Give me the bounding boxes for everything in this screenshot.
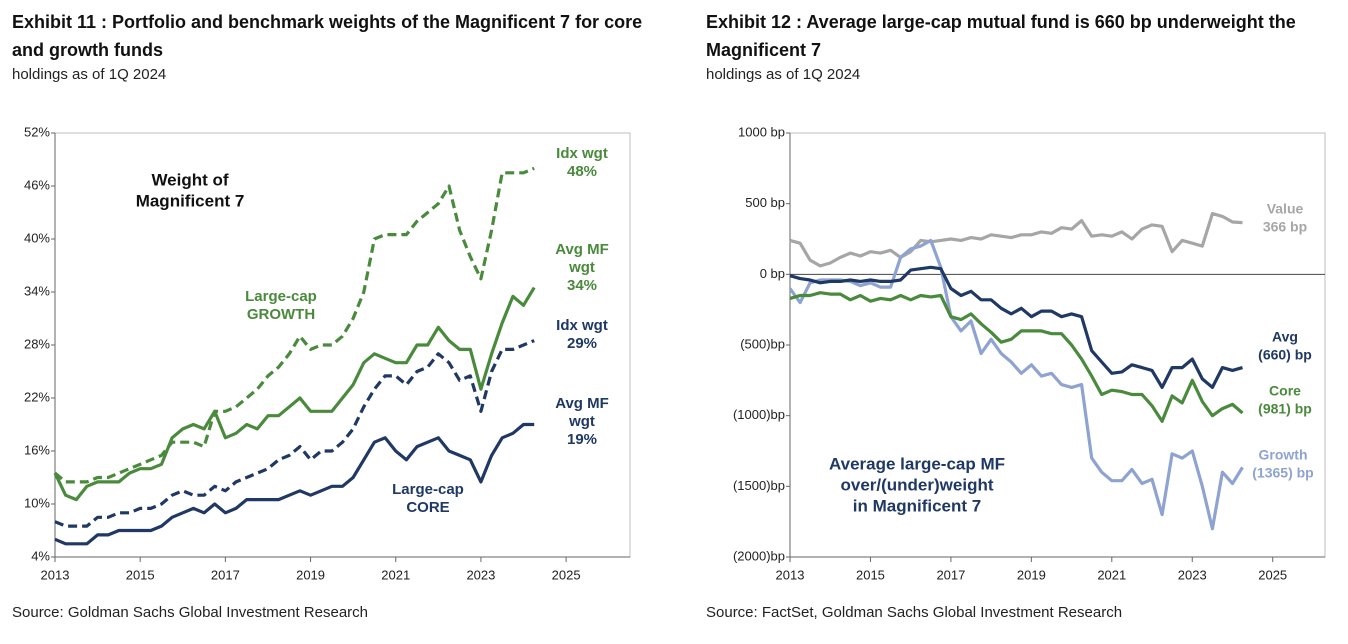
y-tick-label: 46% <box>24 177 50 192</box>
annotation: wgt <box>568 413 595 430</box>
annotation: Idx wgt <box>556 317 608 334</box>
y-tick-label: 1000 bp <box>738 124 785 139</box>
chart-source: Source: FactSet, Goldman Sachs Global In… <box>706 604 1123 621</box>
series-line <box>788 238 1244 531</box>
annotation: CORE <box>406 499 449 516</box>
series-line <box>53 286 536 502</box>
y-tick-label: 52% <box>24 124 50 139</box>
annotation: Weight of <box>151 170 228 189</box>
chart-subtitle: holdings as of 1Q 2024 <box>12 66 167 83</box>
annotation: (1365) bp <box>1252 465 1313 481</box>
annotation: Avg MF <box>555 395 609 412</box>
annotation: Large-cap <box>392 481 464 498</box>
x-tick-label: 2013 <box>41 567 70 582</box>
y-tick-label: (1000)bp <box>733 407 785 422</box>
y-tick-label: 0 bp <box>760 266 785 281</box>
y-tick-label: 500 bp <box>745 195 785 210</box>
x-tick-label: 2021 <box>381 567 410 582</box>
series-line <box>789 291 1244 423</box>
series-line <box>789 265 1243 389</box>
y-tick-label: 10% <box>24 495 50 510</box>
annotation: over/(under)weight <box>840 475 993 494</box>
annotation: Growth <box>1259 447 1308 463</box>
annotation: Magnificent 7 <box>136 191 245 210</box>
annotation: Idx wgt <box>556 145 608 162</box>
y-tick-label: 16% <box>24 442 50 457</box>
annotation: wgt <box>568 259 595 276</box>
x-tick-label: 2023 <box>1178 567 1207 582</box>
annotation: Core <box>1269 383 1301 399</box>
series-line <box>789 212 1243 268</box>
x-tick-label: 2025 <box>552 567 581 582</box>
x-tick-label: 2019 <box>1017 567 1046 582</box>
annotation: (981) bp <box>1258 401 1312 417</box>
x-tick-label: 2017 <box>936 567 965 582</box>
annotation: Avg <box>1272 329 1298 345</box>
y-tick-label: 22% <box>24 389 50 404</box>
annotation: 366 bp <box>1263 219 1307 235</box>
annotation: 19% <box>567 431 597 448</box>
y-tick-label: 34% <box>24 283 50 298</box>
x-tick-label: 2025 <box>1258 567 1287 582</box>
chart-subtitle: holdings as of 1Q 2024 <box>706 66 861 83</box>
annotation: Avg MF <box>555 241 609 258</box>
y-tick-label: (2000)bp <box>733 548 785 563</box>
x-tick-label: 2015 <box>856 567 885 582</box>
series-line <box>54 339 535 528</box>
chart-title: Exhibit 12 : Average large-cap mutual fu… <box>706 12 1296 60</box>
y-tick-label: 40% <box>24 230 50 245</box>
y-tick-label: (500)bp <box>740 336 785 351</box>
x-tick-label: 2023 <box>466 567 495 582</box>
x-tick-label: 2013 <box>776 567 805 582</box>
x-tick-label: 2021 <box>1097 567 1126 582</box>
series-line <box>54 422 535 546</box>
annotation: 34% <box>567 277 597 294</box>
annotation: in Magnificent 7 <box>853 496 981 515</box>
annotation: (660) bp <box>1258 347 1312 363</box>
x-tick-label: 2015 <box>126 567 155 582</box>
series-line <box>53 166 535 484</box>
annotation: Value <box>1267 201 1304 217</box>
annotation: 48% <box>567 163 597 180</box>
x-tick-label: 2019 <box>296 567 325 582</box>
y-tick-label: (1500)bp <box>733 478 785 493</box>
annotation: 29% <box>567 335 597 352</box>
chart-title: Exhibit 11 : Portfolio and benchmark wei… <box>12 12 643 60</box>
annotation: Large-cap <box>245 288 317 305</box>
annotation: GROWTH <box>247 306 315 323</box>
x-tick-label: 2017 <box>211 567 240 582</box>
y-tick-label: 28% <box>24 336 50 351</box>
y-tick-label: 4% <box>31 548 50 563</box>
annotation: Average large-cap MF <box>829 454 1005 473</box>
chart-source: Source: Goldman Sachs Global Investment … <box>12 604 369 621</box>
